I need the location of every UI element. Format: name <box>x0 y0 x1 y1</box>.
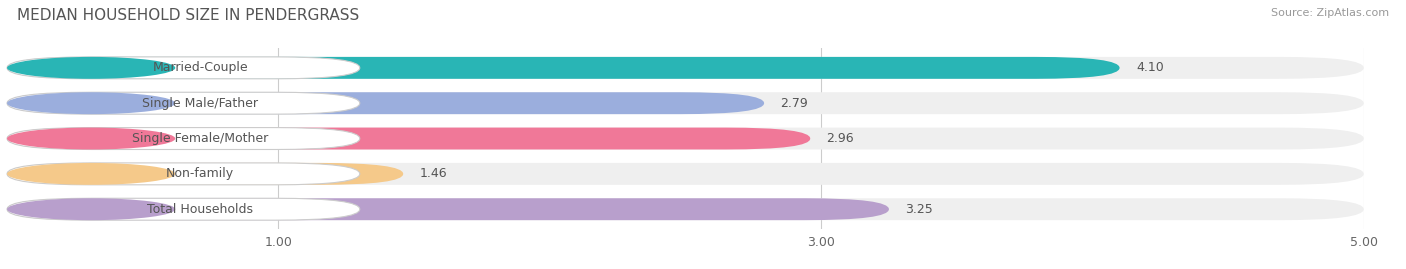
FancyBboxPatch shape <box>7 198 1364 220</box>
Text: 1.46: 1.46 <box>419 167 447 180</box>
FancyBboxPatch shape <box>7 128 810 150</box>
Circle shape <box>7 92 176 114</box>
FancyBboxPatch shape <box>7 128 1364 150</box>
Circle shape <box>7 163 176 185</box>
FancyBboxPatch shape <box>7 163 404 185</box>
FancyBboxPatch shape <box>7 163 360 185</box>
FancyBboxPatch shape <box>7 163 1364 185</box>
FancyBboxPatch shape <box>7 57 1119 79</box>
Text: 4.10: 4.10 <box>1136 61 1164 74</box>
FancyBboxPatch shape <box>7 92 763 114</box>
FancyBboxPatch shape <box>7 57 360 79</box>
FancyBboxPatch shape <box>7 92 360 114</box>
Text: Total Households: Total Households <box>148 203 253 216</box>
Circle shape <box>7 198 176 220</box>
Text: Source: ZipAtlas.com: Source: ZipAtlas.com <box>1271 8 1389 18</box>
Text: Married-Couple: Married-Couple <box>152 61 247 74</box>
Text: 3.25: 3.25 <box>905 203 934 216</box>
Circle shape <box>7 128 176 150</box>
Text: Non-family: Non-family <box>166 167 235 180</box>
Text: Single Male/Father: Single Male/Father <box>142 97 259 110</box>
FancyBboxPatch shape <box>7 92 1364 114</box>
Text: Single Female/Mother: Single Female/Mother <box>132 132 269 145</box>
Circle shape <box>7 57 176 79</box>
Text: MEDIAN HOUSEHOLD SIZE IN PENDERGRASS: MEDIAN HOUSEHOLD SIZE IN PENDERGRASS <box>17 8 359 23</box>
FancyBboxPatch shape <box>7 198 360 220</box>
Text: 2.96: 2.96 <box>827 132 855 145</box>
FancyBboxPatch shape <box>7 128 360 150</box>
Text: 2.79: 2.79 <box>780 97 808 110</box>
FancyBboxPatch shape <box>7 57 1364 79</box>
FancyBboxPatch shape <box>7 198 889 220</box>
